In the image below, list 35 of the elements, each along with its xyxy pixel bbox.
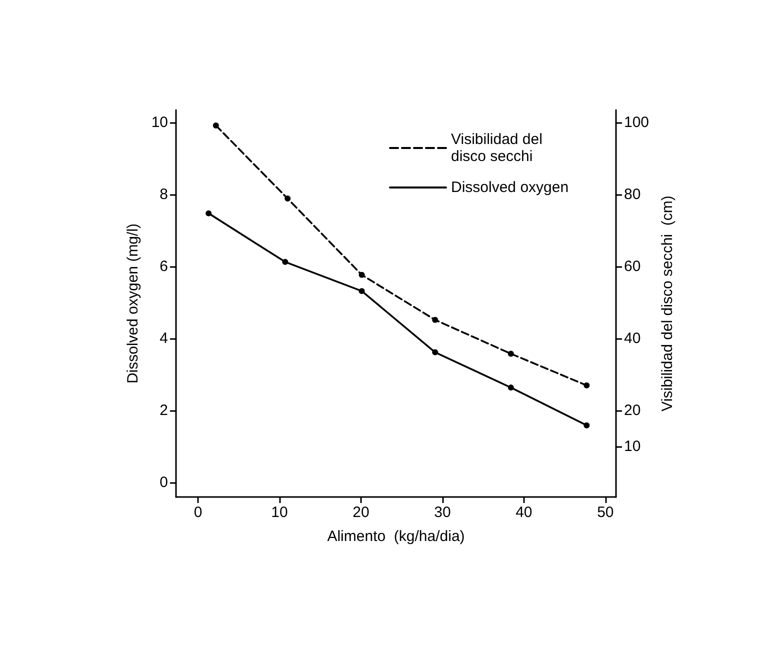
y-tick-label: 6 (160, 258, 168, 276)
y2-tick-label: 20 (624, 402, 641, 420)
x-tick-label: 40 (516, 504, 532, 521)
y-tick-label: 0 (160, 474, 168, 492)
point (358, 272, 365, 278)
x-tick-label: 50 (597, 504, 614, 521)
x-tick-label: 20 (352, 504, 370, 521)
legend-label: Visibilidad del disco secchi (451, 131, 547, 165)
point (584, 382, 590, 388)
point (284, 196, 291, 202)
y-axis-title: Dissolved oxygen (mg/l) (124, 223, 142, 384)
y2-tick-label: 80 (624, 186, 641, 204)
point (282, 258, 288, 265)
y2-tick-label: 60 (624, 258, 641, 276)
y2-tick-label: 100 (624, 114, 650, 132)
x-tick-label: 10 (271, 504, 288, 521)
x-tick-label: 30 (434, 504, 451, 521)
y2-axis-title: Visibilidad del disco secchi (cm) (659, 196, 676, 412)
y-tick-label: 10 (151, 114, 168, 132)
x-axis-title: Alimento (kg/ha/dia) (327, 528, 465, 545)
point (584, 422, 590, 428)
legend-label: Dissolved oxygen (451, 179, 569, 196)
point (508, 350, 514, 357)
point (212, 122, 219, 128)
x-tick-label: 0 (194, 504, 202, 521)
y-tick-label: 2 (160, 402, 168, 420)
y2-tick-label: 40 (624, 330, 641, 348)
y-tick-label: 8 (160, 186, 168, 204)
y-tick-label: 4 (160, 330, 168, 348)
point (358, 288, 365, 294)
point (432, 316, 438, 323)
point (206, 210, 212, 216)
point (508, 384, 514, 391)
point (432, 349, 438, 356)
y2-tick-label: 10 (624, 438, 641, 456)
